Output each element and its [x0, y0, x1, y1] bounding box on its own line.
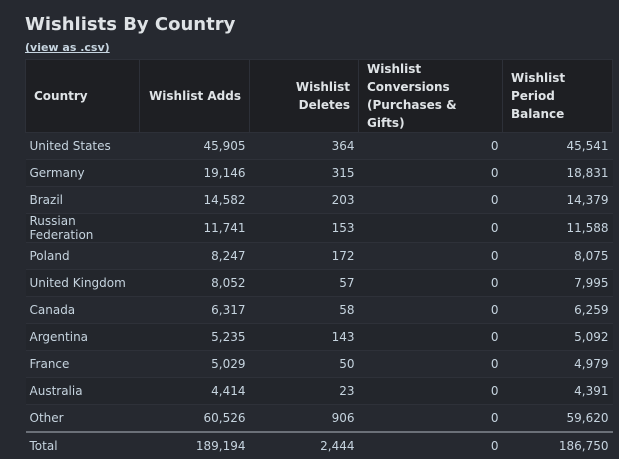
wishlists-table: Country Wishlist Adds Wishlist Deletes W… — [25, 59, 613, 459]
table-cell: 11,588 — [502, 213, 613, 243]
table-cell: 14,582 — [139, 186, 250, 214]
table-cell: 0 — [358, 213, 503, 243]
table-cell: 8,052 — [139, 269, 250, 297]
table-cell: 23 — [249, 377, 359, 405]
table-cell: Poland — [25, 242, 140, 270]
page-title: Wishlists By Country — [25, 14, 236, 35]
table-cell: 7,995 — [502, 269, 613, 297]
table-cell: Total — [25, 431, 140, 459]
table-cell: United States — [25, 132, 140, 160]
table-cell: 0 — [358, 350, 503, 378]
table-row: United Kingdom 8,052 57 0 7,995 — [25, 269, 613, 297]
table-cell: 0 — [358, 159, 503, 187]
column-header-country: Country — [25, 59, 140, 133]
table-cell: 5,092 — [502, 323, 613, 351]
table-cell: 0 — [358, 323, 503, 351]
table-cell: France — [25, 350, 140, 378]
table-row: France 5,029 50 0 4,979 — [25, 350, 613, 378]
table-cell: 4,979 — [502, 350, 613, 378]
table-cell: 0 — [358, 377, 503, 405]
table-cell: 203 — [249, 186, 359, 214]
table-cell: United Kingdom — [25, 269, 140, 297]
total-row: Total 189,194 2,444 0 186,750 — [25, 431, 613, 459]
table-cell: 5,235 — [139, 323, 250, 351]
table-cell: 315 — [249, 159, 359, 187]
table-cell: 364 — [249, 132, 359, 160]
table-cell: 19,146 — [139, 159, 250, 187]
table-cell: 172 — [249, 242, 359, 270]
table-cell: Other — [25, 404, 140, 433]
table-cell: Australia — [25, 377, 140, 405]
table-row: Argentina 5,235 143 0 5,092 — [25, 323, 613, 351]
view-as-csv-link[interactable]: (view as .csv) — [25, 41, 110, 54]
table-cell: 4,414 — [139, 377, 250, 405]
table-cell: 18,831 — [502, 159, 613, 187]
table-row: Other 60,526 906 0 59,620 — [25, 404, 613, 433]
table-cell: 153 — [249, 213, 359, 243]
table-cell: 60,526 — [139, 404, 250, 433]
table-cell: 0 — [358, 431, 503, 459]
table-row: Canada 6,317 58 0 6,259 — [25, 296, 613, 324]
table-cell: Brazil — [25, 186, 140, 214]
table-cell: 6,317 — [139, 296, 250, 324]
table-cell: 0 — [358, 269, 503, 297]
table-cell: Canada — [25, 296, 140, 324]
column-header-deletes: Wishlist Deletes — [249, 59, 359, 133]
column-header-balance: Wishlist Period Balance — [502, 59, 613, 133]
table-cell: 45,905 — [139, 132, 250, 160]
table-cell: 11,741 — [139, 213, 250, 243]
table-row: Russian Federation 11,741 153 0 11,588 — [25, 213, 613, 243]
table-cell: 45,541 — [502, 132, 613, 160]
table-cell: 186,750 — [502, 431, 613, 459]
table-cell: Russian Federation — [25, 213, 140, 243]
table-cell: 0 — [358, 404, 503, 433]
table-cell: 59,620 — [502, 404, 613, 433]
table-cell: 8,075 — [502, 242, 613, 270]
table-cell: 906 — [249, 404, 359, 433]
table-cell: 8,247 — [139, 242, 250, 270]
table-cell: 2,444 — [249, 431, 359, 459]
table-row: Brazil 14,582 203 0 14,379 — [25, 186, 613, 214]
table-row: United States 45,905 364 0 45,541 — [25, 132, 613, 160]
table-cell: 50 — [249, 350, 359, 378]
table-row: Poland 8,247 172 0 8,075 — [25, 242, 613, 270]
table-cell: 189,194 — [139, 431, 250, 459]
column-header-conversions: Wishlist Conversions (Purchases & Gifts) — [358, 59, 503, 133]
column-header-adds: Wishlist Adds — [139, 59, 250, 133]
table-cell: 4,391 — [502, 377, 613, 405]
table-cell: 0 — [358, 242, 503, 270]
table-row: Australia 4,414 23 0 4,391 — [25, 377, 613, 405]
table-cell: 0 — [358, 186, 503, 214]
table-cell: 57 — [249, 269, 359, 297]
table-cell: 0 — [358, 132, 503, 160]
table-cell: Argentina — [25, 323, 140, 351]
table-cell: Germany — [25, 159, 140, 187]
table-cell: 0 — [358, 296, 503, 324]
table-cell: 6,259 — [502, 296, 613, 324]
table-row: Germany 19,146 315 0 18,831 — [25, 159, 613, 187]
table-cell: 143 — [249, 323, 359, 351]
table-cell: 5,029 — [139, 350, 250, 378]
table-cell: 58 — [249, 296, 359, 324]
table-cell: 14,379 — [502, 186, 613, 214]
